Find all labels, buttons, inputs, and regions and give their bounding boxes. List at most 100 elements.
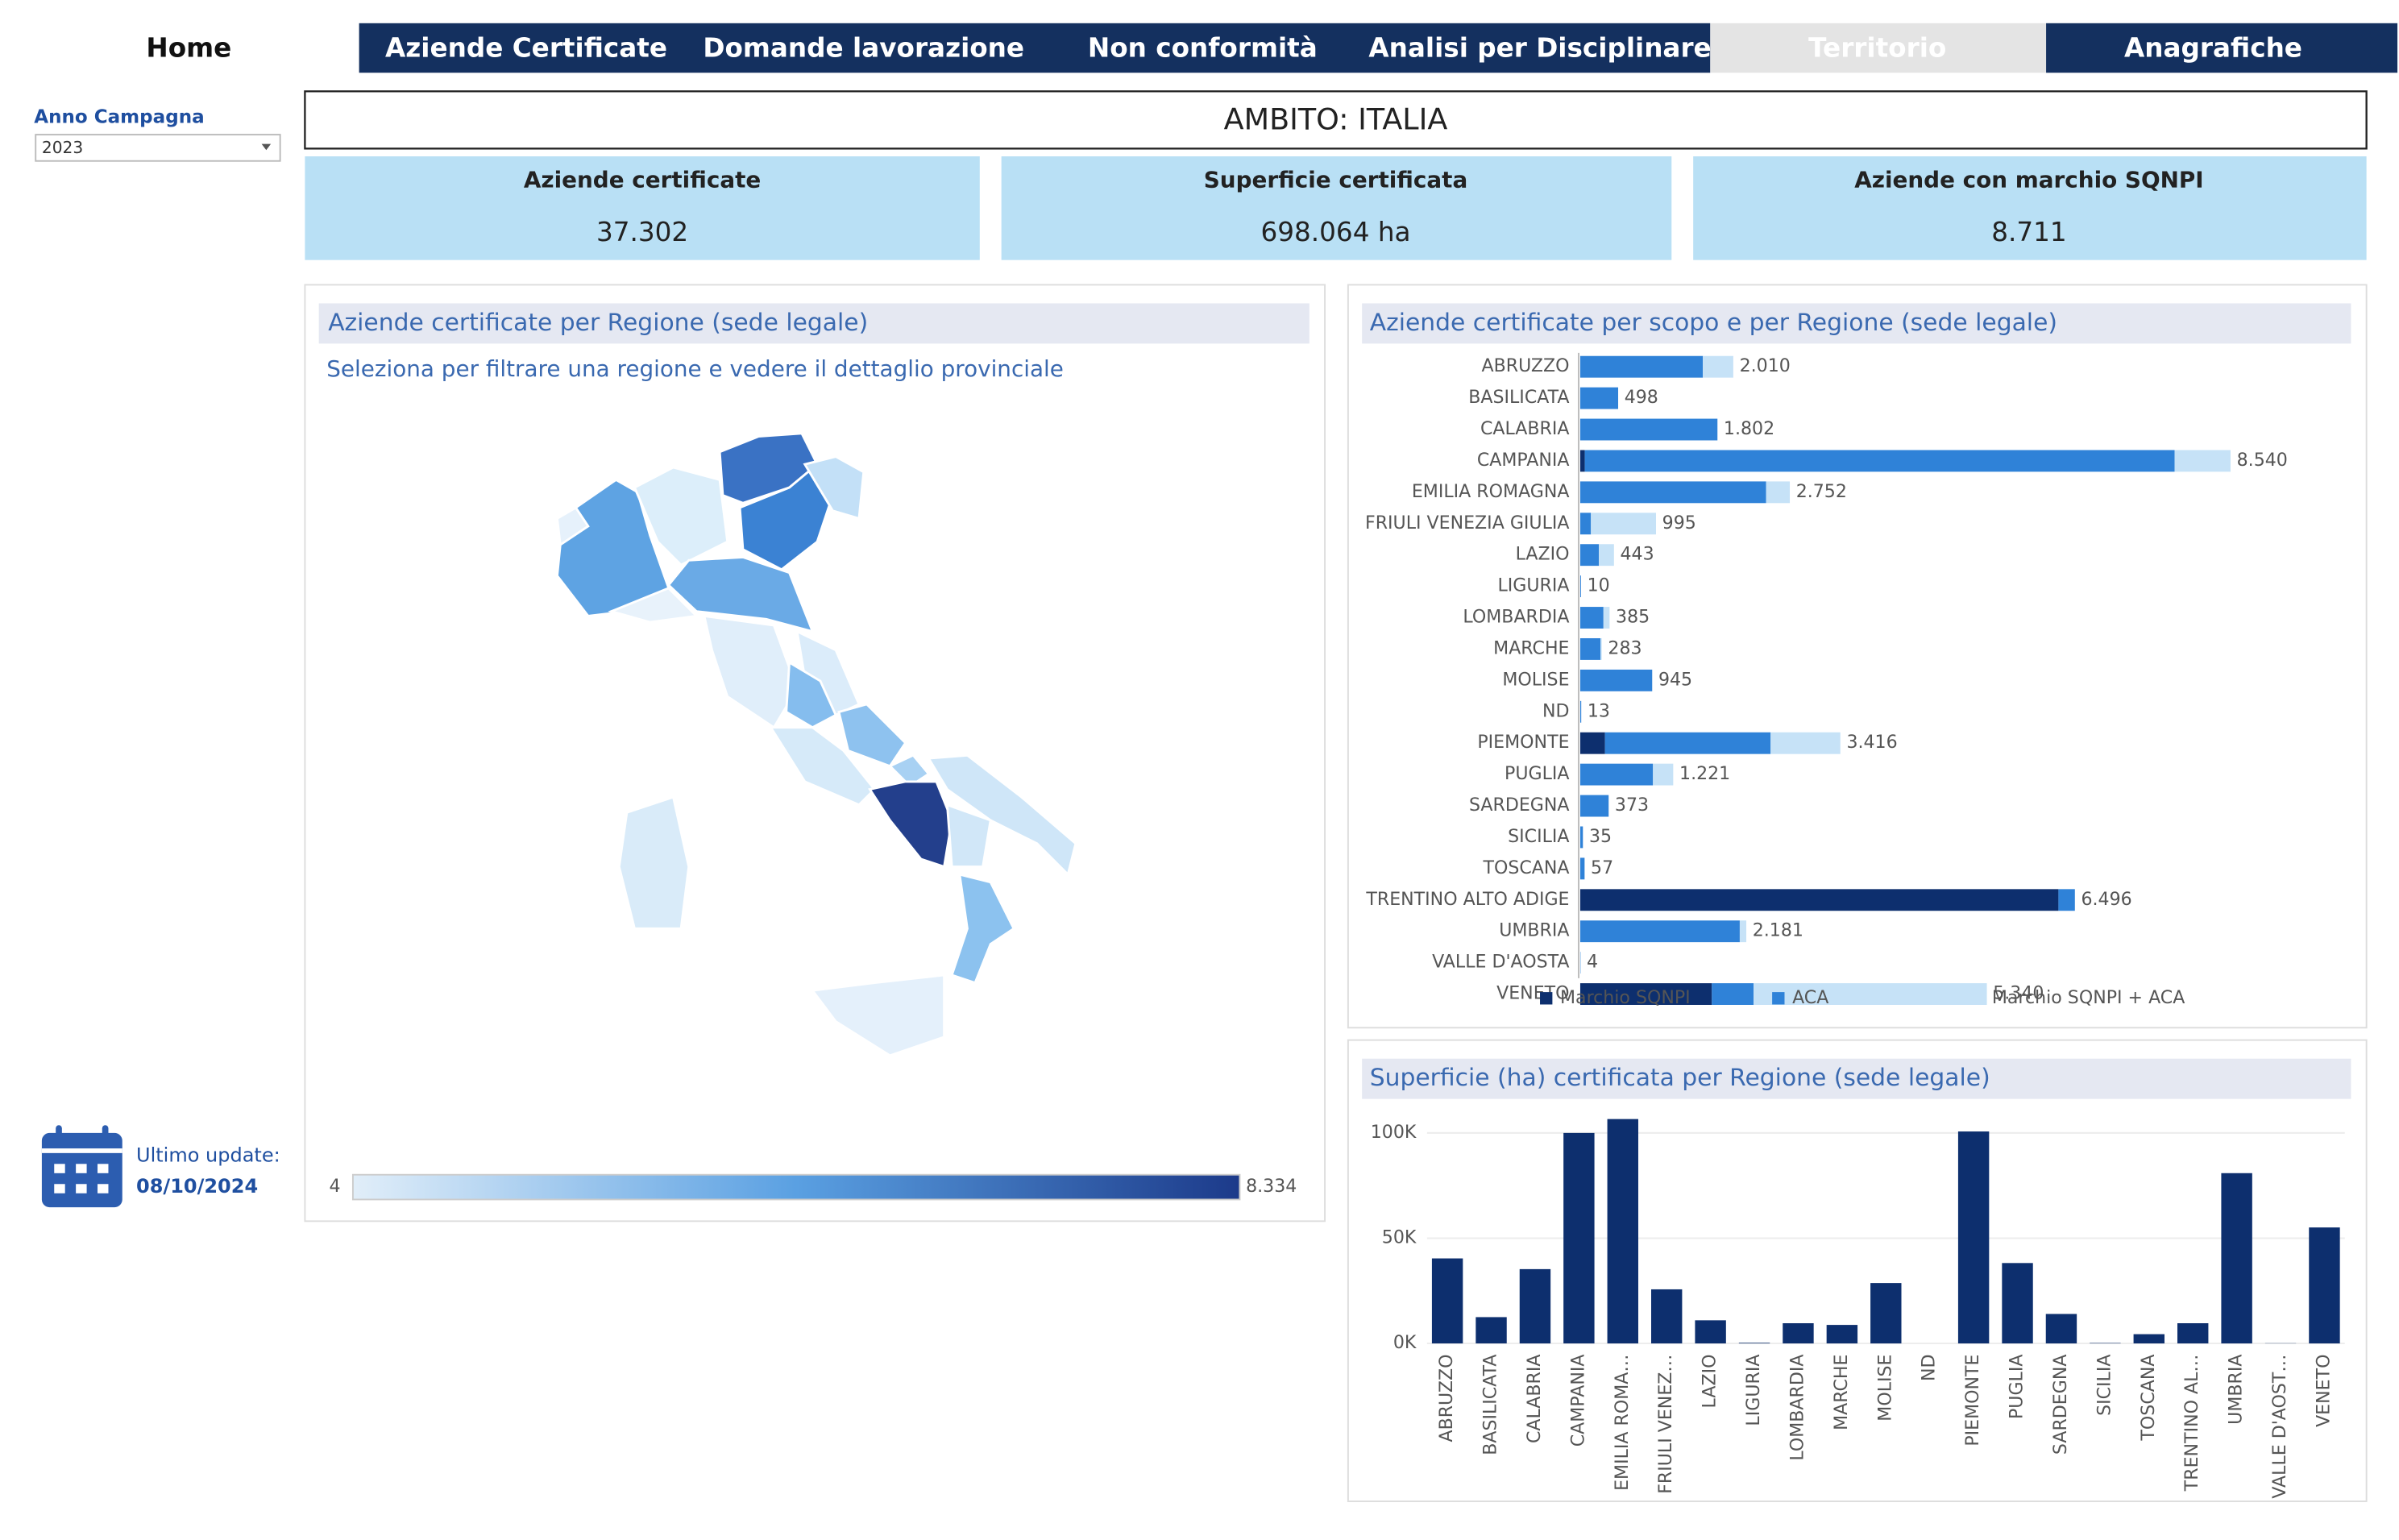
bar-segment [1579, 418, 1718, 441]
bar-segment [1739, 920, 1747, 943]
value-label: 995 [1662, 513, 1696, 533]
value-label: 57 [1591, 858, 1613, 878]
legend-label: Marchio SQNPI [1560, 988, 1691, 1008]
bar-segment [1579, 513, 1592, 535]
kpi-card [305, 156, 980, 260]
kpi-card [1001, 156, 1672, 260]
x-tick-label: EMILIA ROMA… [1612, 1355, 1633, 1491]
bar-segment [2174, 450, 2231, 472]
legend-label: Marchio SQNPI + ACA [1992, 988, 2185, 1008]
x-tick-label: BASILICATA [1481, 1355, 1501, 1455]
x-tick-label: CAMPANIA [1568, 1355, 1588, 1447]
value-label: 945 [1658, 670, 1692, 690]
bar [1826, 1325, 1858, 1344]
bar-segment [1599, 544, 1614, 567]
bar [1607, 1119, 1638, 1344]
bar-segment [1579, 669, 1653, 691]
nav-tab[interactable]: Aziende Certificate [385, 32, 667, 63]
legend-swatch [1540, 992, 1553, 1005]
home-link[interactable]: Home [146, 32, 231, 63]
legend-label: ACA [1792, 988, 1828, 1008]
bar-segment [1579, 857, 1585, 880]
row-label: VALLE D'AOSTA [1432, 953, 1569, 973]
kpi-label: Superficie certificata [1204, 167, 1468, 193]
bar [1650, 1289, 1683, 1344]
nav-tab[interactable]: Analisi per Disciplinare [1368, 32, 1711, 63]
row-label: ND [1542, 701, 1570, 721]
bar [2045, 1314, 2077, 1344]
kpi-value: 8.711 [1991, 217, 2066, 247]
bar [2221, 1173, 2252, 1344]
kpi-value: 37.302 [596, 217, 688, 247]
kpi-label: Aziende con marchio SQNPI [1854, 167, 2203, 193]
bar-segment [1579, 355, 1704, 378]
bar [2177, 1323, 2209, 1344]
chart-title: Aziende certificate per scopo e per Regi… [1370, 309, 2057, 337]
bar-segment [1579, 387, 1619, 409]
row-label: EMILIA ROMAGNA [1412, 482, 1570, 502]
legend-swatch [1772, 992, 1785, 1005]
panel-title-bar [318, 303, 1309, 344]
x-tick-label: TOSCANA [2139, 1355, 2159, 1442]
row-label: MARCHE [1493, 638, 1569, 658]
nav-tab[interactable]: Domande lavorazione [703, 32, 1024, 63]
bar [2133, 1334, 2164, 1344]
legend-swatch [1971, 992, 1985, 1005]
legend-max: 8.334 [1246, 1177, 1297, 1197]
bar-segment [1579, 575, 1581, 598]
value-label: 1.802 [1724, 419, 1774, 439]
row-label: PIEMONTE [1477, 733, 1569, 753]
value-label: 443 [1621, 545, 1654, 565]
nav-tab[interactable]: Anagrafiche [2124, 32, 2302, 63]
x-tick-label: TRENTINO AL… [2182, 1355, 2202, 1492]
x-tick-label: FRIULI VENEZ… [1656, 1355, 1676, 1494]
filter-dropdown[interactable] [35, 134, 281, 162]
bar [1519, 1268, 1551, 1344]
bar-segment [1604, 732, 1771, 754]
bar-segment [1579, 637, 1601, 660]
bar [1695, 1320, 1726, 1344]
value-label: 2.181 [1753, 921, 1803, 941]
bar-segment [1579, 889, 2059, 911]
row-label: CALABRIA [1480, 419, 1570, 439]
italy-map[interactable] [555, 432, 1077, 1057]
bar-segment [1591, 513, 1656, 535]
legend-min: 4 [330, 1177, 341, 1197]
x-tick-label: UMBRIA [2227, 1355, 2247, 1425]
row-label: MOLISE [1502, 670, 1569, 690]
value-label: 1.221 [1679, 764, 1730, 784]
x-tick-label: MOLISE [1875, 1355, 1895, 1422]
ambito-box [304, 90, 2368, 150]
bar-segment [1754, 983, 1987, 1005]
ambito-title: AMBITO: ITALIA [1224, 102, 1448, 136]
map-title: Aziende certificate per Regione (sede le… [328, 309, 868, 337]
value-label: 10 [1588, 576, 1610, 596]
bar-segment [1766, 481, 1791, 504]
row-label: SICILIA [1508, 827, 1569, 847]
value-label: 8.540 [2237, 450, 2288, 471]
kpi-value: 698.064 ha [1260, 217, 1410, 247]
x-tick-label: LAZIO [1700, 1355, 1720, 1409]
x-tick-label: LOMBARDIA [1787, 1355, 1808, 1461]
value-label: 385 [1616, 608, 1650, 628]
update-date: 08/10/2024 [136, 1175, 258, 1198]
bar-segment [1579, 983, 1712, 1005]
bar-segment [1579, 607, 1604, 629]
nav-tab[interactable]: Territorio [1808, 32, 1946, 63]
bar-segment [1770, 732, 1841, 754]
nav-tab[interactable]: Non conformità [1088, 32, 1318, 63]
value-label: 13 [1588, 701, 1610, 721]
bar [2002, 1263, 2033, 1344]
value-label: 2.010 [1740, 356, 1791, 376]
row-label: TOSCANA [1482, 858, 1569, 878]
x-tick-label: VENETO [2314, 1355, 2334, 1427]
x-tick-label: PIEMONTE [1963, 1355, 1983, 1447]
bar-segment [1579, 826, 1583, 849]
bar [2309, 1227, 2340, 1344]
value-label: 283 [1608, 638, 1642, 658]
value-label: 5.340 [1993, 984, 2044, 1004]
row-label: LIGURIA [1497, 576, 1569, 596]
row-label: LOMBARDIA [1463, 608, 1569, 628]
bar-segment [2058, 889, 2075, 911]
y-tick-label: 0K [1393, 1333, 1417, 1353]
